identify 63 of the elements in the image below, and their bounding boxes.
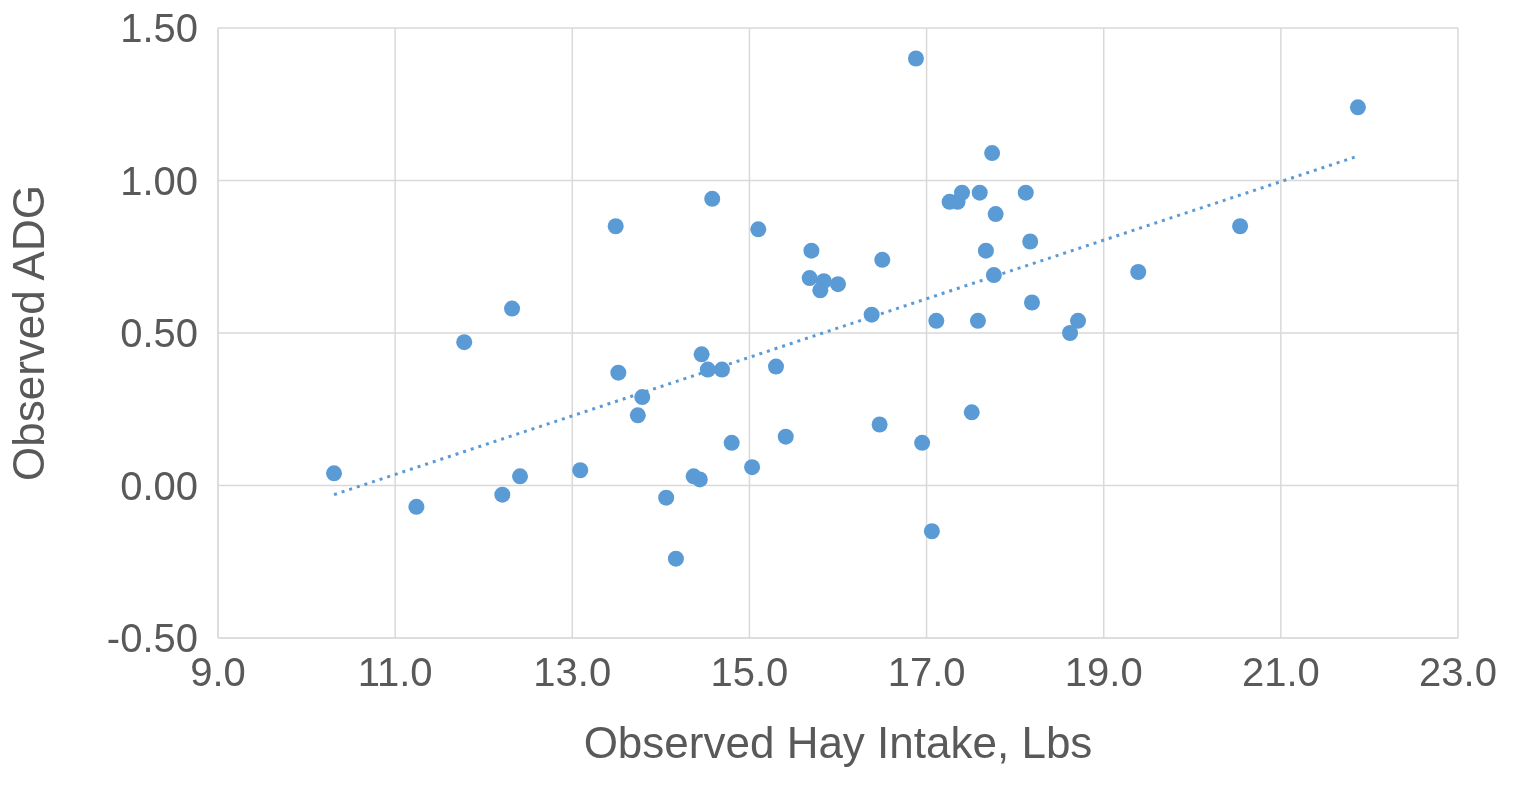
point [667, 550, 684, 567]
y-axis-title: Observed ADG [3, 185, 53, 481]
point [863, 306, 880, 323]
point [969, 312, 986, 329]
point [744, 459, 761, 476]
point [985, 267, 1002, 284]
point [494, 486, 511, 503]
x-tick-label: 19.0 [1064, 650, 1143, 695]
point [923, 523, 940, 540]
point [1349, 99, 1366, 116]
point [1232, 218, 1249, 235]
point [928, 312, 945, 329]
point [750, 221, 767, 238]
point [1017, 184, 1034, 201]
y-tick-label: 0.00 [120, 463, 198, 508]
point [504, 300, 521, 317]
point [801, 270, 818, 287]
point [629, 407, 646, 424]
point [1130, 264, 1147, 280]
point [512, 468, 529, 485]
point [954, 184, 970, 201]
point [768, 358, 784, 375]
x-tick-label: 21.0 [1241, 650, 1320, 695]
point [610, 364, 627, 381]
point [693, 346, 710, 363]
y-tick-label: 1.50 [120, 6, 198, 51]
point [984, 145, 1001, 162]
point [987, 206, 1004, 223]
point [408, 498, 425, 515]
point [977, 242, 994, 259]
point [871, 416, 888, 433]
point [777, 428, 794, 445]
point [971, 184, 988, 201]
point [874, 251, 891, 268]
point [699, 361, 716, 378]
point [704, 190, 721, 207]
point [830, 276, 846, 293]
y-tick-label: 0.50 [120, 311, 198, 356]
point [907, 50, 924, 67]
point [691, 471, 708, 488]
x-tick-label: 13.0 [533, 650, 612, 695]
point [723, 434, 740, 451]
point [572, 462, 589, 479]
point [456, 334, 473, 351]
x-tick-label: 15.0 [710, 650, 789, 695]
point [815, 273, 832, 290]
point [803, 242, 820, 259]
point [634, 389, 651, 406]
point [713, 361, 730, 378]
point [1062, 325, 1079, 341]
x-tick-label: 17.0 [887, 650, 966, 695]
point [1022, 233, 1039, 250]
point [1023, 294, 1040, 311]
point [963, 404, 980, 421]
point [1070, 312, 1087, 329]
point [607, 218, 624, 235]
x-tick-label: 23.0 [1419, 650, 1497, 695]
point [326, 465, 343, 482]
point [658, 489, 675, 506]
x-tick-label: 11.0 [357, 650, 433, 695]
y-tick-label: 1.00 [120, 158, 198, 203]
point [914, 434, 931, 451]
x-axis-title: Observed Hay Intake, Lbs [583, 718, 1093, 767]
